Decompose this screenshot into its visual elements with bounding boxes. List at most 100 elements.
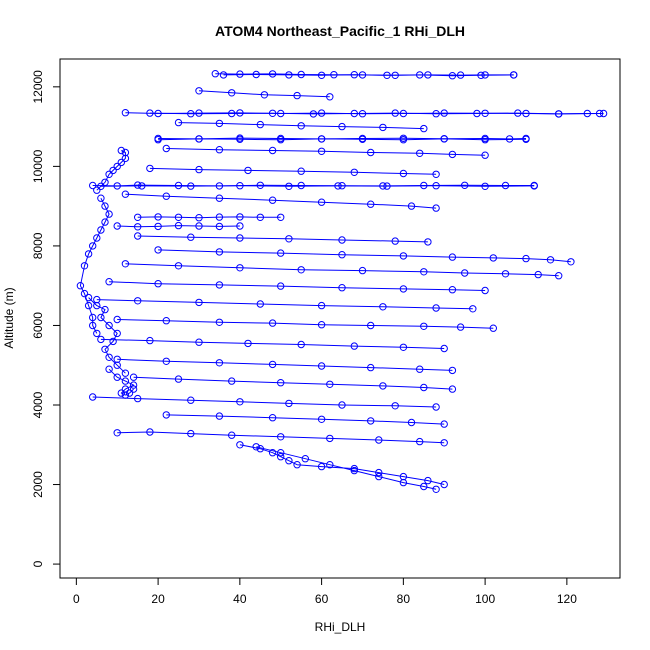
- data-point: [277, 136, 285, 144]
- data-point: [117, 389, 126, 397]
- data-point: [338, 284, 346, 292]
- data-point: [317, 147, 326, 156]
- data-point: [101, 345, 109, 353]
- series-line: [125, 263, 559, 277]
- series-16: [121, 260, 563, 280]
- x-tick-label: 20: [151, 592, 165, 606]
- data-point: [416, 437, 424, 446]
- data-point: [162, 357, 171, 365]
- data-point: [350, 168, 358, 177]
- data-point: [379, 382, 387, 390]
- data-point: [215, 248, 224, 256]
- data-point: [146, 428, 154, 436]
- data-point: [469, 305, 477, 313]
- data-point: [174, 221, 183, 230]
- data-point: [297, 340, 305, 349]
- data-point: [101, 218, 109, 226]
- data-point: [195, 222, 203, 230]
- data-point: [546, 256, 555, 264]
- series-line: [256, 446, 437, 490]
- data-point: [162, 411, 171, 419]
- data-point: [432, 204, 440, 212]
- data-point: [599, 109, 608, 118]
- series-line: [100, 338, 445, 349]
- data-point: [555, 110, 563, 118]
- data-point: [277, 449, 285, 457]
- data-point: [317, 198, 326, 206]
- x-tick-label: 60: [315, 592, 329, 606]
- data-point: [391, 237, 399, 245]
- data-point: [121, 148, 130, 157]
- data-point: [125, 389, 134, 397]
- series-line: [239, 444, 445, 485]
- series-line: [178, 122, 424, 130]
- data-point: [501, 181, 510, 190]
- data-point: [105, 353, 113, 361]
- data-point: [407, 418, 416, 427]
- series-19: [113, 315, 497, 332]
- series-33: [195, 87, 334, 101]
- data-point: [187, 429, 195, 438]
- y-tick-label: 6000: [31, 312, 45, 339]
- data-point: [285, 182, 293, 191]
- data-point: [297, 181, 305, 190]
- series-line: [117, 225, 240, 228]
- data-point: [277, 453, 285, 461]
- data-point: [236, 70, 244, 78]
- data-point: [252, 443, 260, 451]
- data-point: [350, 342, 358, 350]
- data-point: [89, 242, 97, 250]
- data-point: [399, 252, 408, 260]
- data-point: [101, 202, 109, 210]
- series-12: [76, 194, 113, 338]
- data-point: [481, 182, 489, 191]
- data-point: [105, 278, 113, 286]
- plot-frame: [59, 58, 621, 579]
- data-point: [301, 455, 309, 463]
- data-point: [367, 363, 375, 372]
- data-point: [334, 182, 342, 190]
- series-25: [113, 428, 448, 447]
- data-point: [420, 124, 428, 133]
- data-point: [211, 70, 220, 78]
- data-point: [236, 222, 244, 230]
- data-point: [285, 399, 293, 408]
- data-point: [256, 300, 264, 308]
- data-point: [117, 158, 126, 167]
- data-point: [80, 289, 89, 298]
- data-point: [268, 319, 277, 327]
- series-27: [252, 443, 440, 493]
- data-point: [277, 379, 285, 387]
- series-31: [162, 144, 489, 159]
- data-point: [89, 393, 97, 401]
- data-point: [113, 329, 121, 338]
- data-point: [440, 109, 448, 117]
- data-point: [129, 381, 138, 389]
- data-point: [440, 480, 448, 489]
- data-point: [80, 262, 89, 270]
- chart-title: ATOM4 Northeast_Pacific_1 RHi_DLH: [215, 23, 465, 39]
- series-line: [223, 74, 514, 77]
- data-point: [113, 315, 121, 324]
- data-point: [89, 181, 97, 190]
- data-point: [256, 213, 264, 222]
- data-point: [448, 253, 457, 261]
- data-point: [461, 269, 469, 277]
- data-point: [121, 260, 130, 268]
- series-line: [198, 90, 330, 98]
- data-point: [219, 71, 228, 79]
- data-point: [522, 254, 530, 263]
- series-10: [113, 221, 244, 231]
- data-point: [424, 238, 432, 246]
- data-point: [105, 321, 113, 330]
- data-point: [268, 109, 277, 118]
- data-point: [432, 170, 440, 179]
- data-point: [317, 135, 326, 143]
- data-point: [134, 232, 142, 240]
- data-point: [309, 110, 318, 118]
- data-point: [154, 280, 162, 288]
- data-point: [317, 362, 326, 370]
- data-point: [101, 178, 109, 187]
- series-14: [105, 365, 138, 399]
- data-point: [555, 272, 563, 280]
